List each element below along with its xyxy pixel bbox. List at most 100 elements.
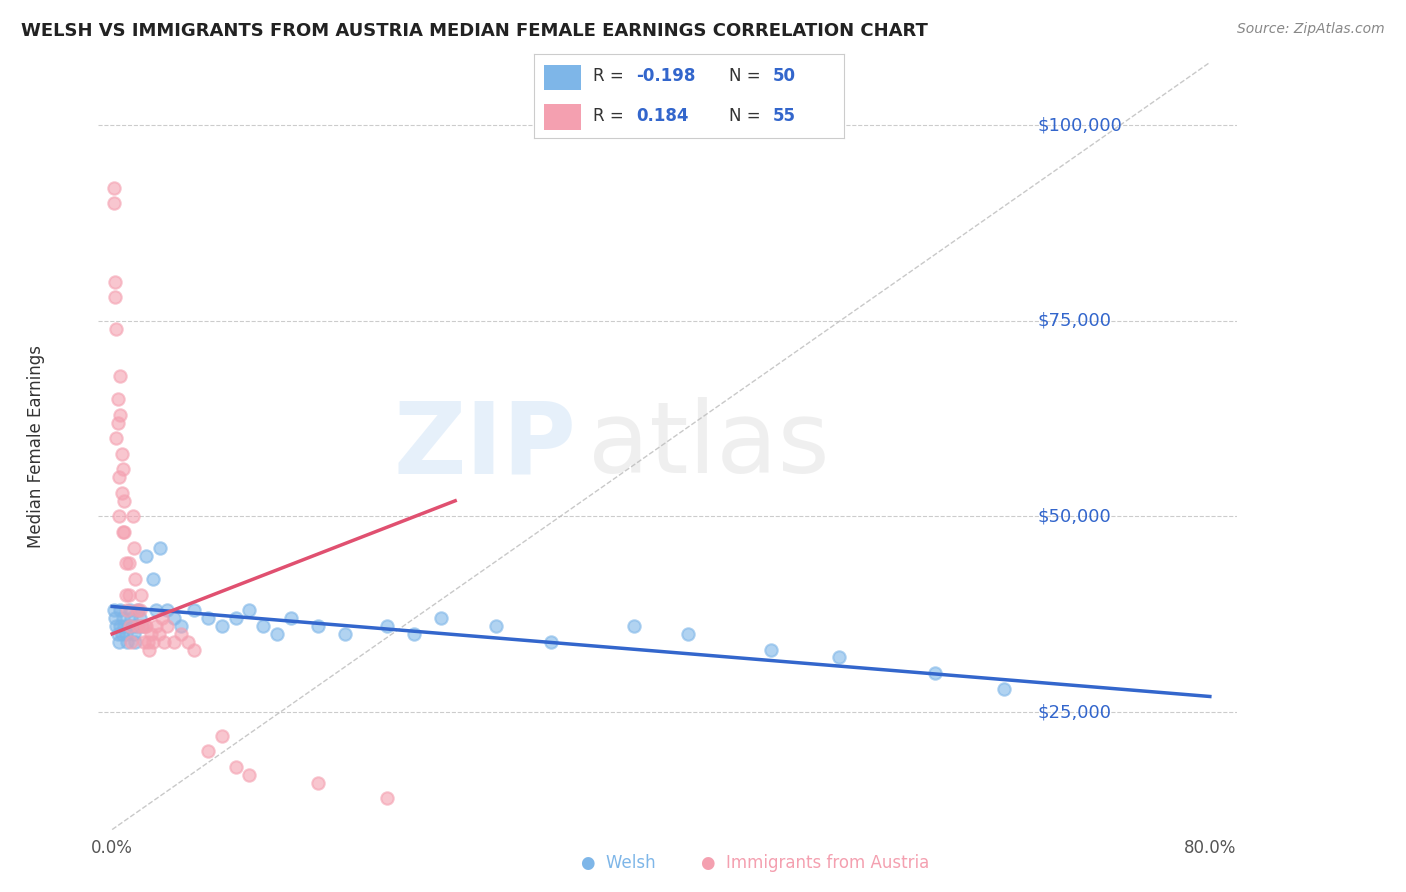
- Point: [131, 619, 153, 633]
- Point: [678, 627, 700, 641]
- Point: [252, 619, 274, 633]
- Point: [107, 416, 129, 430]
- Point: [148, 627, 170, 641]
- Text: Median Female Earnings: Median Female Earnings: [27, 344, 45, 548]
- Text: R =: R =: [593, 107, 624, 125]
- Text: ●  Immigrants from Austria: ● Immigrants from Austria: [702, 855, 929, 872]
- Point: [307, 619, 329, 633]
- Point: [117, 557, 139, 571]
- Text: Source: ZipAtlas.com: Source: ZipAtlas.com: [1237, 22, 1385, 37]
- Point: [163, 611, 186, 625]
- Text: -0.198: -0.198: [637, 68, 696, 86]
- Point: [110, 408, 132, 422]
- Point: [485, 619, 508, 633]
- Text: $75,000: $75,000: [1038, 312, 1112, 330]
- Point: [104, 275, 127, 289]
- Point: [170, 627, 193, 641]
- Text: 50: 50: [772, 68, 796, 86]
- Point: [112, 611, 135, 625]
- Point: [105, 619, 128, 633]
- Point: [118, 619, 141, 633]
- Point: [115, 557, 138, 571]
- Point: [111, 447, 134, 461]
- Point: [110, 619, 132, 633]
- Bar: [544, 64, 581, 90]
- Point: [238, 603, 260, 617]
- Point: [142, 572, 165, 586]
- Point: [153, 634, 176, 648]
- Text: N =: N =: [730, 68, 761, 86]
- Point: [142, 634, 165, 648]
- Point: [134, 619, 156, 633]
- Point: [375, 791, 398, 805]
- Point: [110, 603, 132, 617]
- Point: [128, 611, 150, 625]
- Text: N =: N =: [730, 107, 761, 125]
- Point: [136, 634, 159, 648]
- Point: [115, 588, 138, 602]
- Point: [128, 603, 150, 617]
- Point: [105, 321, 128, 335]
- Point: [115, 634, 138, 648]
- Point: [197, 744, 219, 758]
- Bar: [544, 104, 581, 130]
- Point: [110, 368, 132, 383]
- Point: [124, 634, 146, 648]
- Point: [307, 775, 329, 789]
- Point: [280, 611, 302, 625]
- Point: [183, 642, 205, 657]
- Text: $50,000: $50,000: [1038, 508, 1112, 525]
- Point: [375, 619, 398, 633]
- Point: [132, 634, 155, 648]
- Point: [225, 611, 247, 625]
- Point: [924, 665, 946, 680]
- Point: [163, 634, 186, 648]
- Text: R =: R =: [593, 68, 624, 86]
- Point: [430, 611, 453, 625]
- Text: 55: 55: [772, 107, 796, 125]
- Point: [104, 611, 127, 625]
- Point: [335, 627, 357, 641]
- Point: [103, 180, 125, 194]
- Point: [211, 619, 233, 633]
- Point: [238, 768, 260, 782]
- Point: [112, 525, 135, 540]
- Point: [135, 619, 157, 633]
- Point: [115, 627, 138, 641]
- Point: [114, 619, 136, 633]
- Point: [104, 290, 127, 304]
- Point: [112, 462, 135, 476]
- Point: [156, 619, 179, 633]
- Text: 0.184: 0.184: [637, 107, 689, 125]
- Point: [623, 619, 645, 633]
- Point: [107, 627, 129, 641]
- Point: [149, 541, 172, 555]
- Point: [156, 603, 179, 617]
- Point: [125, 619, 148, 633]
- Point: [139, 627, 162, 641]
- Point: [103, 196, 125, 211]
- Point: [124, 572, 146, 586]
- Point: [108, 634, 131, 648]
- Text: $100,000: $100,000: [1038, 116, 1123, 134]
- Point: [114, 493, 136, 508]
- Point: [114, 525, 136, 540]
- Point: [993, 681, 1015, 696]
- Point: [759, 642, 782, 657]
- Point: [122, 627, 145, 641]
- Point: [540, 634, 562, 648]
- Point: [135, 549, 157, 563]
- Point: [127, 619, 149, 633]
- Point: [125, 603, 148, 617]
- Point: [117, 588, 139, 602]
- Point: [127, 603, 149, 617]
- Text: WELSH VS IMMIGRANTS FROM AUSTRIA MEDIAN FEMALE EARNINGS CORRELATION CHART: WELSH VS IMMIGRANTS FROM AUSTRIA MEDIAN …: [21, 22, 928, 40]
- Point: [117, 619, 139, 633]
- Point: [111, 627, 134, 641]
- Point: [828, 650, 851, 665]
- Text: $25,000: $25,000: [1038, 703, 1112, 721]
- Point: [145, 619, 167, 633]
- Point: [108, 509, 131, 524]
- Text: ●  Welsh: ● Welsh: [581, 855, 657, 872]
- Text: ZIP: ZIP: [394, 398, 576, 494]
